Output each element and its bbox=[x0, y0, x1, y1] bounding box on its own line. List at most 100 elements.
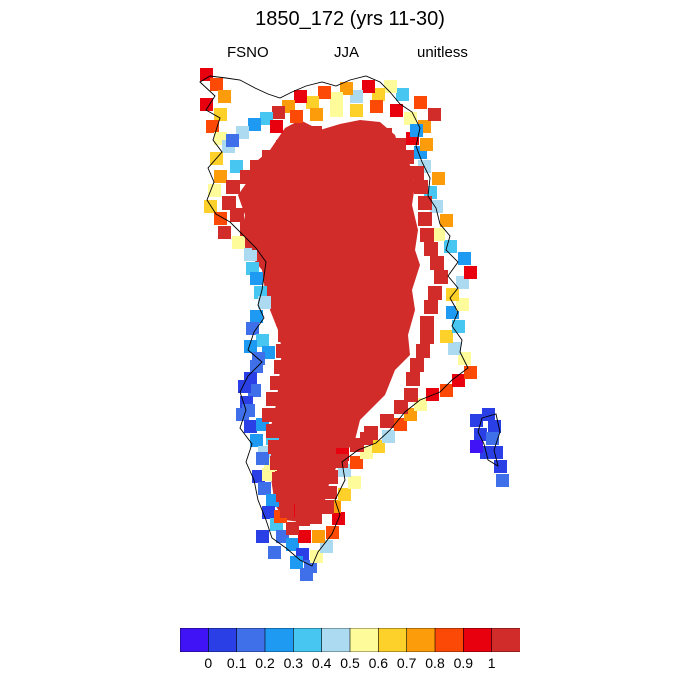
grid-cell bbox=[262, 506, 275, 519]
grid-cell bbox=[482, 408, 495, 421]
grid-cell bbox=[270, 456, 284, 470]
ice-sheet-interior bbox=[238, 120, 420, 522]
grid-cell bbox=[370, 100, 383, 113]
grid-cell bbox=[206, 120, 219, 133]
grid-cell bbox=[362, 80, 375, 93]
colorbar-tick-label: 0 bbox=[204, 655, 213, 671]
grid-cell bbox=[350, 104, 363, 117]
grid-cell bbox=[276, 312, 290, 326]
grid-cell bbox=[214, 212, 227, 225]
grid-cell bbox=[290, 556, 303, 569]
grid-cell bbox=[280, 504, 294, 518]
grid-cell bbox=[400, 150, 414, 164]
grid-cell bbox=[470, 414, 483, 427]
grid-cell bbox=[250, 272, 263, 285]
grid-cell bbox=[406, 372, 420, 386]
colorbar-tick-label: 0.3 bbox=[283, 655, 304, 671]
grid-cell bbox=[334, 454, 348, 468]
grid-cell bbox=[432, 172, 445, 185]
grid-cell bbox=[252, 236, 266, 250]
grid-cell bbox=[256, 334, 269, 347]
grid-cell bbox=[452, 320, 465, 333]
grid-cell bbox=[292, 130, 306, 144]
grid-cell bbox=[380, 414, 394, 428]
units-label: unitless bbox=[417, 44, 468, 61]
grid-cell bbox=[276, 488, 290, 502]
grid-cell bbox=[312, 530, 325, 543]
grid-cell bbox=[244, 340, 257, 353]
grid-cell bbox=[262, 346, 275, 359]
colorbar-swatch bbox=[321, 628, 351, 652]
grid-cell bbox=[246, 262, 259, 275]
grid-cell bbox=[260, 112, 273, 125]
grid-cell bbox=[404, 388, 418, 402]
grid-cell bbox=[344, 126, 358, 140]
grid-cell bbox=[248, 118, 261, 131]
grid-cell bbox=[362, 124, 376, 138]
colorbar-swatch bbox=[349, 628, 379, 652]
grid-cell bbox=[350, 456, 363, 469]
grid-cell bbox=[418, 196, 432, 210]
grid-cell bbox=[372, 88, 385, 101]
grid-cell bbox=[200, 68, 213, 81]
grid-cell bbox=[320, 540, 333, 553]
grid-cell bbox=[394, 400, 408, 414]
grid-cell bbox=[248, 384, 261, 397]
grid-cell bbox=[282, 100, 295, 113]
grid-cell bbox=[340, 82, 353, 95]
colorbar-tick-label: 0.5 bbox=[340, 655, 360, 671]
grid-cell bbox=[240, 170, 254, 184]
grid-cell bbox=[300, 568, 313, 581]
grid-cell bbox=[414, 180, 428, 194]
grid-cell bbox=[274, 360, 288, 374]
grid-cell bbox=[258, 296, 271, 309]
grid-cell bbox=[278, 328, 292, 342]
grid-cell bbox=[268, 546, 281, 559]
grid-cell bbox=[294, 90, 307, 103]
colorbar-tick-label: 1 bbox=[487, 655, 496, 671]
grid-cell bbox=[238, 380, 251, 393]
grid-cell bbox=[240, 222, 254, 236]
grid-cell bbox=[430, 256, 444, 270]
grid-cell bbox=[296, 512, 310, 526]
grid-cell bbox=[396, 88, 409, 101]
grid-cell bbox=[218, 90, 231, 103]
coastline-east-island bbox=[477, 413, 501, 467]
grid-cell bbox=[410, 124, 423, 137]
grid-cell bbox=[204, 200, 217, 213]
grid-cell bbox=[324, 470, 338, 484]
grid-cell bbox=[266, 424, 280, 438]
grid-cell bbox=[428, 286, 442, 300]
colorbar-swatch bbox=[491, 628, 520, 652]
grid-cell bbox=[350, 438, 364, 452]
grid-cell bbox=[348, 476, 361, 489]
grid-cell bbox=[218, 226, 231, 239]
grid-cell bbox=[384, 80, 397, 93]
grid-cell bbox=[254, 286, 267, 299]
grid-cell bbox=[214, 108, 227, 121]
grid-cell bbox=[256, 530, 269, 543]
grid-cell bbox=[268, 440, 282, 454]
grid-cells bbox=[200, 68, 509, 581]
grid-cell bbox=[418, 212, 432, 226]
grid-cell bbox=[244, 420, 257, 433]
colorbar-tick-label: 0.8 bbox=[425, 655, 445, 671]
grid-cell bbox=[226, 180, 240, 194]
colorbar-swatch bbox=[236, 628, 266, 652]
grid-cell bbox=[262, 408, 276, 422]
grid-cell bbox=[276, 344, 290, 358]
grid-cell bbox=[410, 358, 424, 372]
grid-cell bbox=[350, 90, 363, 103]
grid-cell bbox=[290, 110, 303, 123]
colorbar-tick-label: 0.9 bbox=[453, 655, 474, 671]
colorbar-tick-label: 0.2 bbox=[255, 655, 275, 671]
grid-cell bbox=[496, 474, 509, 487]
season-label: JJA bbox=[334, 44, 360, 61]
grid-cell bbox=[324, 486, 337, 499]
grid-cell bbox=[286, 522, 299, 535]
grid-cell bbox=[268, 280, 282, 294]
grid-cell bbox=[490, 446, 503, 459]
grid-cell bbox=[456, 276, 469, 289]
grid-cell bbox=[258, 482, 271, 495]
grid-cell bbox=[392, 138, 406, 152]
